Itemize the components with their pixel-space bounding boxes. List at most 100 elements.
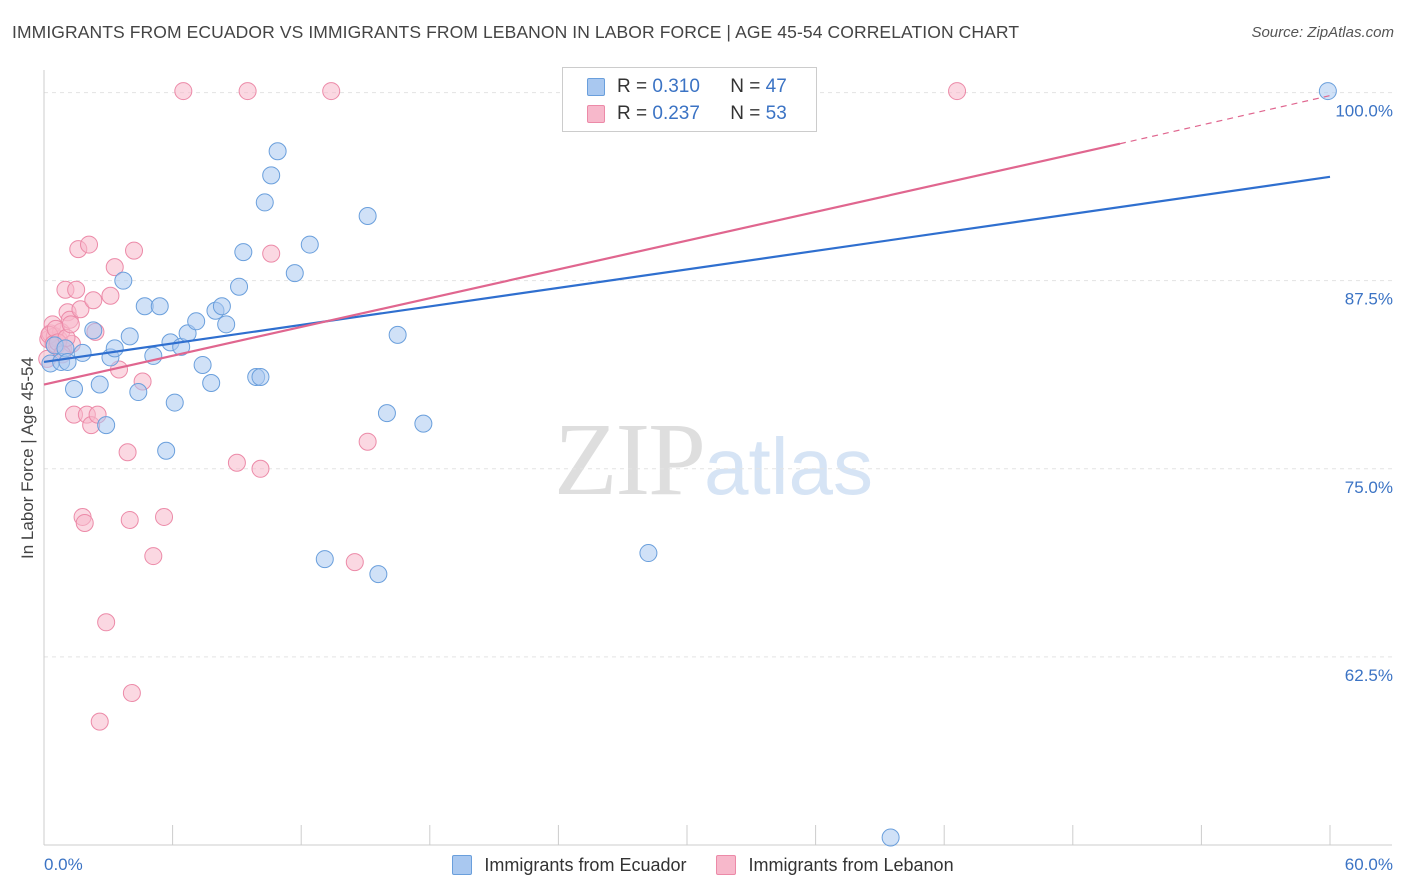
x-tick-label: 0.0%: [44, 855, 83, 874]
r-value: 0.310: [652, 76, 700, 97]
ecuador-point: [187, 312, 206, 331]
lebanon-point: [75, 513, 94, 532]
ecuador-point: [251, 367, 270, 386]
lebanon-point: [358, 432, 377, 451]
ecuador-point: [65, 380, 84, 399]
n-label: N =: [730, 103, 761, 124]
watermark: ZIPatlas: [554, 400, 873, 519]
ecuador-point: [234, 243, 253, 262]
grid: [44, 92, 1392, 658]
n-label: N =: [730, 76, 761, 97]
ecuador-point: [230, 277, 249, 296]
r-label: R =: [617, 103, 648, 124]
lebanon-point: [122, 684, 141, 703]
x-tick-label: 60.0%: [1345, 855, 1393, 874]
ecuador-point: [105, 339, 124, 358]
lebanon-point: [101, 286, 120, 305]
ecuador-trend-line: [43, 175, 1331, 364]
tick-labels: 62.5% 75.0% 87.5% 100.0% 0.0% 60.0%: [44, 102, 1393, 874]
series-ecuador: [41, 82, 1337, 847]
ecuador-point: [262, 166, 281, 185]
lebanon-point: [174, 82, 193, 101]
lebanon-point: [105, 258, 124, 277]
ecuador-point: [639, 544, 658, 563]
lebanon-trend-extension: [1119, 94, 1331, 145]
legend-row-ecuador: R = 0.310 N = 47: [587, 74, 787, 100]
ecuador-point: [165, 393, 184, 412]
ecuador-point: [369, 565, 388, 584]
legend-item-lebanon[interactable]: Immigrants from Lebanon: [716, 852, 954, 878]
lebanon-point: [125, 241, 144, 260]
lebanon-point: [948, 82, 967, 101]
legend-item-ecuador[interactable]: Immigrants from Ecuador: [452, 852, 686, 878]
ecuador-point: [377, 404, 396, 423]
trend-lines: [43, 94, 1331, 386]
y-tick-label: 62.5%: [1345, 666, 1393, 685]
lebanon-swatch: [716, 855, 737, 875]
ecuador-point: [193, 355, 212, 374]
ecuador-point: [285, 264, 304, 283]
chart-title: IMMIGRANTS FROM ECUADOR VS IMMIGRANTS FR…: [12, 22, 1020, 42]
axes: [43, 70, 1392, 846]
lebanon-point: [227, 453, 246, 472]
source-label: Source: ZipAtlas.com: [1251, 24, 1394, 41]
ecuador-point: [315, 550, 334, 569]
lebanon-point: [80, 235, 99, 254]
legend-row-lebanon: R = 0.237 N = 53: [587, 101, 787, 127]
lebanon-point: [251, 459, 270, 478]
ecuador-point: [268, 142, 287, 161]
y-tick-label: 87.5%: [1345, 290, 1393, 309]
ecuador-point: [1318, 82, 1337, 101]
lebanon-point: [238, 82, 257, 101]
stats-legend: R = 0.310 N = 47 R = 0.237 N = 53: [562, 67, 817, 132]
ecuador-point: [255, 193, 274, 212]
ecuador-point: [58, 352, 77, 371]
ecuador-point: [150, 297, 169, 316]
ecuador-point: [414, 414, 433, 433]
lebanon-point: [120, 510, 139, 529]
ecuador-point: [135, 297, 154, 316]
ecuador-point: [157, 441, 176, 460]
ecuador-swatch: [452, 855, 473, 875]
lebanon-point: [84, 291, 103, 310]
ecuador-swatch: [587, 78, 605, 96]
lebanon-point: [67, 280, 86, 299]
ecuador-point: [300, 235, 319, 254]
watermark-zip: ZIP: [554, 402, 706, 517]
ecuador-point: [358, 206, 377, 225]
y-tick-label: 100.0%: [1335, 102, 1393, 121]
legend-label-ecuador: Immigrants from Ecuador: [484, 854, 687, 875]
r-label: R =: [617, 76, 648, 97]
ecuador-point: [114, 271, 133, 290]
lebanon-point: [118, 443, 137, 462]
y-tick-label: 75.0%: [1345, 478, 1393, 497]
ecuador-point: [212, 297, 231, 316]
n-value: 53: [765, 103, 787, 124]
lebanon-trend-line: [43, 142, 1121, 386]
ecuador-point: [73, 343, 92, 362]
lebanon-point: [345, 553, 364, 572]
lebanon-point: [90, 712, 109, 731]
lebanon-point: [97, 613, 116, 632]
ecuador-point: [97, 416, 116, 435]
lebanon-swatch: [587, 105, 605, 123]
watermark-atlas: atlas: [704, 422, 873, 511]
series-legend: Immigrants from Ecuador Immigrants from …: [0, 852, 1406, 878]
ecuador-point: [84, 321, 103, 340]
ecuador-point: [388, 325, 407, 344]
ecuador-point: [217, 315, 236, 334]
r-value: 0.237: [652, 103, 700, 124]
ecuador-point: [120, 327, 139, 346]
ecuador-point: [90, 375, 109, 394]
ecuador-point: [881, 828, 900, 847]
lebanon-point: [262, 244, 281, 263]
legend-label-lebanon: Immigrants from Lebanon: [748, 854, 954, 875]
lebanon-point: [71, 300, 90, 319]
n-value: 47: [765, 76, 787, 97]
ecuador-point: [202, 374, 221, 393]
lebanon-point: [322, 82, 341, 101]
lebanon-point: [61, 315, 80, 334]
lebanon-point: [155, 507, 174, 526]
lebanon-point: [144, 547, 163, 566]
